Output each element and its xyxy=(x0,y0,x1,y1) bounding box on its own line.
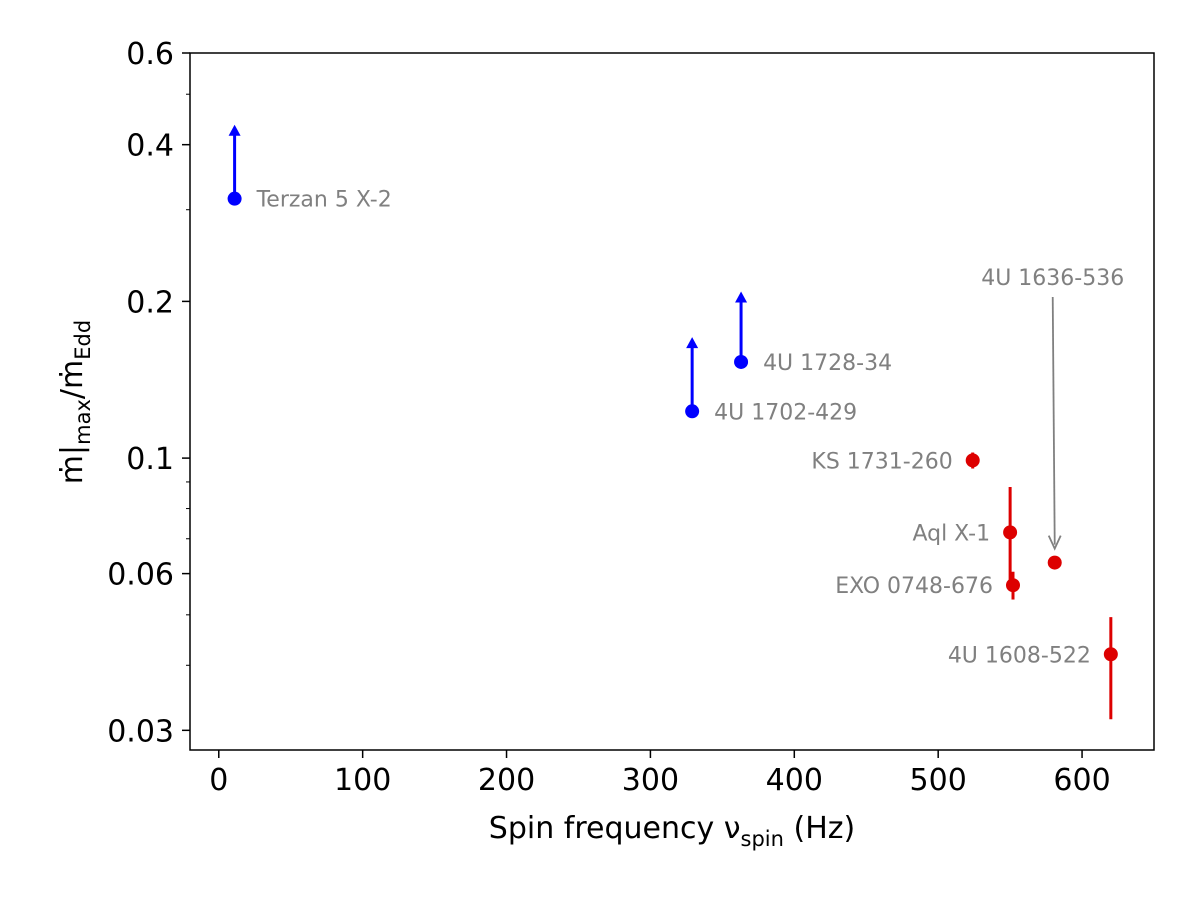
x-tick-label: 400 xyxy=(766,763,823,798)
x-axis-title: Spin frequency νspin (Hz) xyxy=(489,811,855,851)
x-tick-label: 500 xyxy=(910,763,967,798)
annotation-label: 4U 1636-536 xyxy=(981,266,1124,291)
point-label: KS 1731-260 xyxy=(811,449,952,474)
data-point xyxy=(1047,555,1062,570)
point-label: Aql X-1 xyxy=(912,521,990,546)
data-point xyxy=(1103,647,1118,662)
y-axis-title: ṁ|max/ṁEdd xyxy=(55,320,95,484)
data-point xyxy=(685,404,700,419)
point-label: 4U 1728-34 xyxy=(763,351,892,376)
axis-ticks: 0 100 200 300 400 500 600 0.03 0.06 0.1 0.2 0.4 0.6 xyxy=(107,37,1110,798)
point-labels: Terzan 5 X-2 4U 1702-429 4U 1728-34 KS 1731… xyxy=(256,188,1125,669)
y-tick-label: 0.2 xyxy=(126,285,174,320)
annotation-arrow-line xyxy=(1051,297,1056,545)
x-tick-label: 100 xyxy=(334,763,391,798)
y-tick-label: 0.4 xyxy=(126,129,174,164)
data-point xyxy=(227,191,242,206)
annotation-arrow-head xyxy=(1047,535,1062,551)
point-label: Terzan 5 X-2 xyxy=(256,188,392,213)
x-tick-label: 200 xyxy=(478,763,535,798)
limit-arrow-head xyxy=(686,337,699,349)
point-label: 4U 1608-522 xyxy=(948,643,1091,668)
data-point xyxy=(1005,578,1020,593)
limit-arrow-head xyxy=(735,291,748,303)
limit-arrow-head xyxy=(228,124,241,136)
x-tick-label: 300 xyxy=(622,763,679,798)
y-tick-label: 0.06 xyxy=(107,558,174,593)
y-tick-label: 0.6 xyxy=(126,37,174,72)
y-tick-label: 0.1 xyxy=(126,442,174,477)
x-tick-label: 0 xyxy=(209,763,228,798)
x-tick-label: 600 xyxy=(1053,763,1110,798)
data-point xyxy=(734,354,749,369)
data-point xyxy=(965,453,980,468)
point-label: 4U 1702-429 xyxy=(714,400,857,425)
data-point xyxy=(1003,525,1018,540)
plot-area xyxy=(189,52,1155,751)
point-label: EXO 0748-676 xyxy=(835,574,993,599)
data-marks xyxy=(227,124,1118,720)
y-tick-label: 0.03 xyxy=(107,714,174,749)
